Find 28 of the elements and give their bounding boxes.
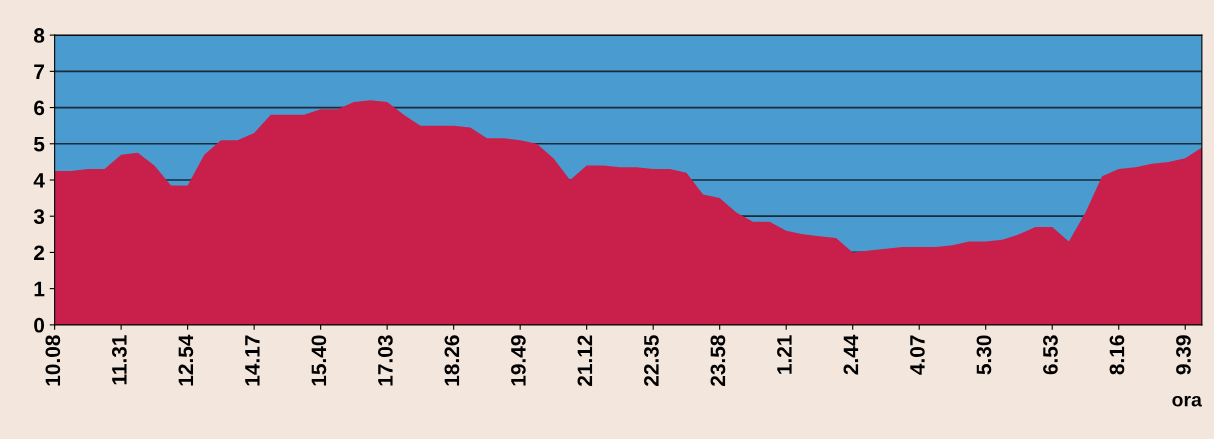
x-tick-label: 11.31 [111,335,127,385]
y-tick-label: 7 [34,64,44,79]
x-tick-label: 22.35 [644,335,659,386]
y-tick-label: 1 [34,281,45,297]
x-tick-label: 15.40 [311,335,327,386]
x-tick-label: 9.39 [1176,335,1191,375]
x-tick-label: 2.44 [843,334,859,375]
x-tick-label: 18.26 [444,335,460,386]
x-tick-label: 6.53 [1043,335,1058,375]
x-tick-label: 23.58 [710,335,726,386]
x-tick-label: 4.07 [910,335,925,375]
y-tick-label: 3 [33,209,45,224]
x-tick-label: 1.21 [777,335,792,374]
x-tick-label: 17.03 [378,335,393,386]
x-tick-label: 5.30 [976,335,992,375]
x-tick-label: 10.08 [45,335,61,386]
y-tick-label: 2 [34,245,45,260]
x-tick-label: 21.12 [577,335,593,386]
x-axis-title: ora [1172,395,1202,407]
y-tick-label: 6 [34,100,45,116]
y-tick-label: 0 [34,317,45,333]
x-tick-label: 8.16 [1109,335,1125,375]
y-tick-label: 4 [33,173,45,188]
x-tick-label: 19.49 [511,335,526,386]
x-tick-label: 14.17 [245,335,260,386]
y-tick-label: 8 [33,28,45,43]
y-tick-label: 5 [33,136,45,152]
x-tick-label: 12.54 [178,334,194,386]
